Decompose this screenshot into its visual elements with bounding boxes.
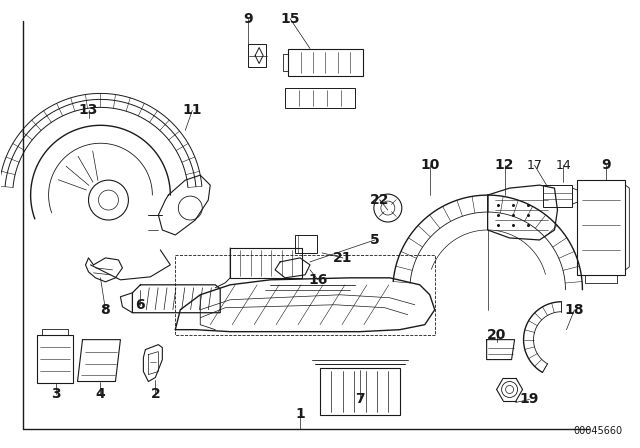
Bar	[288, 48, 363, 77]
Text: 4: 4	[95, 388, 106, 401]
Bar	[320, 367, 400, 415]
Bar	[295, 235, 317, 253]
Text: 19: 19	[520, 392, 540, 406]
Text: 3: 3	[51, 388, 60, 401]
Text: 22: 22	[370, 193, 390, 207]
Text: 10: 10	[420, 158, 440, 172]
Text: 8: 8	[100, 303, 110, 317]
Text: 11: 11	[182, 103, 202, 117]
Bar	[285, 88, 355, 108]
Text: 14: 14	[556, 159, 572, 172]
Bar	[543, 185, 572, 207]
Text: 18: 18	[564, 303, 584, 317]
Text: 7: 7	[355, 392, 365, 406]
Text: 13: 13	[79, 103, 98, 117]
Text: 2: 2	[150, 388, 160, 401]
Bar	[230, 248, 302, 278]
Text: 16: 16	[308, 273, 328, 287]
Text: 6: 6	[136, 298, 145, 312]
Text: 20: 20	[487, 327, 506, 342]
Text: 9: 9	[243, 12, 253, 26]
Bar	[36, 335, 72, 383]
Bar	[248, 43, 266, 68]
Text: 9: 9	[602, 158, 611, 172]
Text: 17: 17	[527, 159, 543, 172]
Text: 21: 21	[333, 251, 353, 265]
Text: 5: 5	[370, 233, 380, 247]
Bar	[577, 180, 625, 275]
Text: 1: 1	[295, 407, 305, 422]
Text: 00045660: 00045660	[573, 426, 622, 436]
Text: 12: 12	[495, 158, 515, 172]
Text: 15: 15	[280, 12, 300, 26]
Bar	[175, 255, 435, 335]
